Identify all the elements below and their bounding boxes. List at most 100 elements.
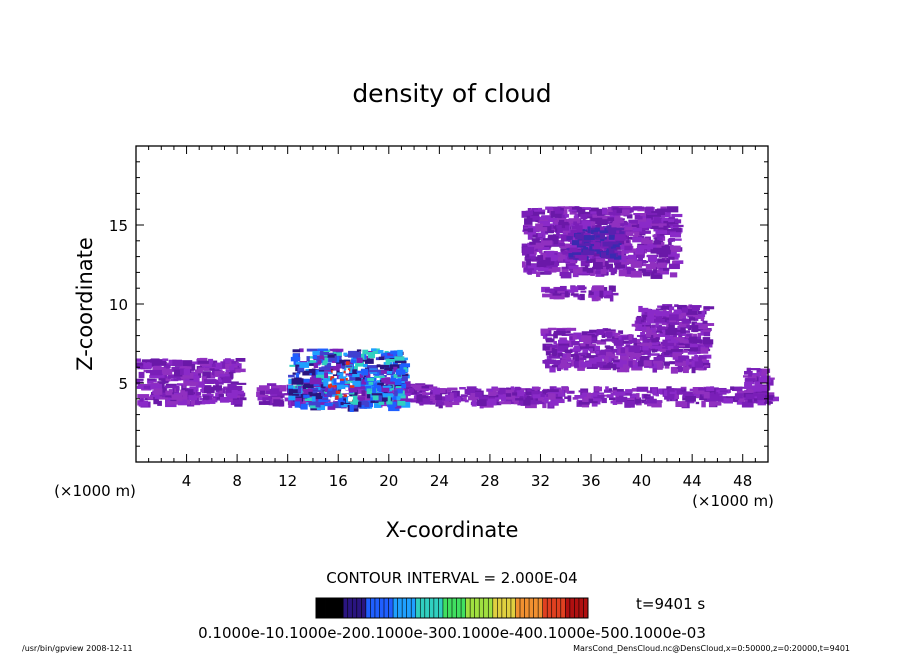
cloud-cell bbox=[565, 357, 572, 362]
cloud-cell bbox=[644, 243, 657, 248]
cloud-cell bbox=[311, 383, 320, 386]
cloud-cell bbox=[307, 360, 316, 363]
cloud-cell bbox=[394, 390, 398, 397]
cloud-cell bbox=[659, 329, 670, 337]
cloud-cell bbox=[187, 400, 195, 407]
cloud-cell bbox=[625, 231, 634, 236]
cloud-cell bbox=[578, 255, 587, 261]
cloud-cell bbox=[613, 359, 623, 366]
cloud-cell bbox=[556, 329, 566, 332]
cloud-cell bbox=[549, 224, 555, 230]
cloud-cell bbox=[612, 222, 619, 226]
cloud-cell bbox=[563, 255, 571, 260]
cloud-cell bbox=[662, 304, 673, 308]
cloud-cell bbox=[214, 362, 223, 370]
cloud-cell bbox=[539, 247, 543, 254]
cloud-cell bbox=[324, 372, 329, 379]
cloud-cell bbox=[235, 385, 243, 391]
colorbar-swatch bbox=[569, 598, 575, 618]
cloud-cell bbox=[327, 404, 336, 410]
colorbar-swatch bbox=[583, 598, 589, 618]
cloud-cell bbox=[624, 400, 635, 408]
cloud-cell bbox=[588, 290, 594, 296]
colorbar-swatch bbox=[520, 598, 525, 618]
cloud-cell bbox=[661, 249, 671, 254]
cloud-cell bbox=[583, 235, 595, 240]
cloud-cell bbox=[602, 352, 613, 358]
cloud-cell bbox=[419, 398, 431, 405]
cloud-cell bbox=[607, 362, 614, 365]
cloud-cell bbox=[343, 359, 351, 363]
cloud-cell bbox=[258, 401, 271, 405]
cloud-cell bbox=[333, 371, 346, 376]
cloud-cell bbox=[216, 393, 224, 400]
cloud-cell bbox=[553, 396, 563, 399]
cloud-cell bbox=[747, 387, 753, 392]
cloud-cell bbox=[539, 221, 550, 228]
cloud-cell bbox=[647, 269, 652, 274]
cloud-cell bbox=[527, 232, 533, 240]
cloud-cell bbox=[378, 356, 385, 361]
cloud-cell bbox=[702, 359, 710, 365]
plot-frame bbox=[135, 145, 769, 463]
footer-right: MarsCond_DensCloud.nc@DensCloud,x=0:5000… bbox=[573, 644, 850, 653]
cloud-cell bbox=[571, 240, 580, 246]
cloud-cell bbox=[150, 383, 162, 390]
cloud-cell bbox=[626, 267, 631, 275]
cloud-cell bbox=[231, 361, 237, 364]
cloud-cell bbox=[290, 356, 301, 362]
cloud-cell bbox=[561, 333, 574, 336]
chart-title: density of cloud bbox=[352, 79, 551, 108]
cloud-cell bbox=[416, 395, 423, 402]
cloud-cell bbox=[526, 258, 531, 266]
cloud-cell bbox=[688, 317, 696, 321]
cloud-cell bbox=[637, 343, 644, 347]
cloud-cell bbox=[537, 232, 543, 238]
cloud-cell bbox=[610, 223, 621, 230]
cloud-cell bbox=[683, 348, 693, 352]
cloud-cell bbox=[309, 403, 319, 409]
cloud-cell bbox=[651, 401, 662, 408]
cloud-cell bbox=[645, 397, 650, 400]
cloud-cell bbox=[475, 391, 483, 397]
cloud-cell bbox=[582, 207, 591, 211]
cloud-cell bbox=[543, 265, 554, 271]
cloud-cell bbox=[595, 235, 600, 238]
cloud-cell bbox=[337, 355, 342, 361]
cloud-cell bbox=[636, 334, 646, 338]
cloud-cell bbox=[583, 247, 589, 250]
cloud-cell bbox=[273, 399, 284, 406]
colorbar-swatch bbox=[334, 598, 339, 618]
cloud-cell bbox=[343, 376, 356, 381]
colorbar-swatch bbox=[338, 598, 344, 618]
cloud-cell bbox=[626, 397, 635, 401]
cloud-cell bbox=[657, 223, 667, 226]
cloud-cell bbox=[302, 381, 308, 385]
cloud-cell bbox=[646, 398, 657, 404]
cloud-cell bbox=[632, 231, 640, 234]
cloud-cell bbox=[530, 233, 543, 238]
cloud-cell-peak bbox=[339, 368, 343, 372]
y-axis-label: Z-coordinate bbox=[73, 237, 97, 371]
cloud-cell bbox=[610, 400, 616, 404]
cloud-cell bbox=[642, 336, 648, 343]
cloud-cell bbox=[697, 332, 702, 340]
cloud-cell bbox=[381, 377, 391, 384]
cloud-cell bbox=[518, 397, 526, 404]
cloud-cell bbox=[564, 349, 573, 354]
cloud-cell bbox=[566, 390, 575, 394]
cloud-cell bbox=[604, 294, 613, 299]
cloud-cell bbox=[150, 369, 162, 376]
cloud-cell bbox=[320, 388, 326, 391]
cloud-cell bbox=[571, 341, 580, 346]
cloud-cell bbox=[627, 236, 637, 240]
cloud-cell bbox=[563, 206, 573, 210]
cloud-cell bbox=[702, 320, 708, 324]
cloud-cell bbox=[399, 364, 404, 370]
cloud-cell bbox=[387, 396, 391, 402]
cloud-cell bbox=[202, 395, 210, 400]
cloud-cell bbox=[502, 394, 513, 400]
cloud-cell bbox=[749, 385, 761, 392]
colorbar-frame bbox=[315, 597, 589, 619]
cloud-cell bbox=[195, 392, 202, 396]
